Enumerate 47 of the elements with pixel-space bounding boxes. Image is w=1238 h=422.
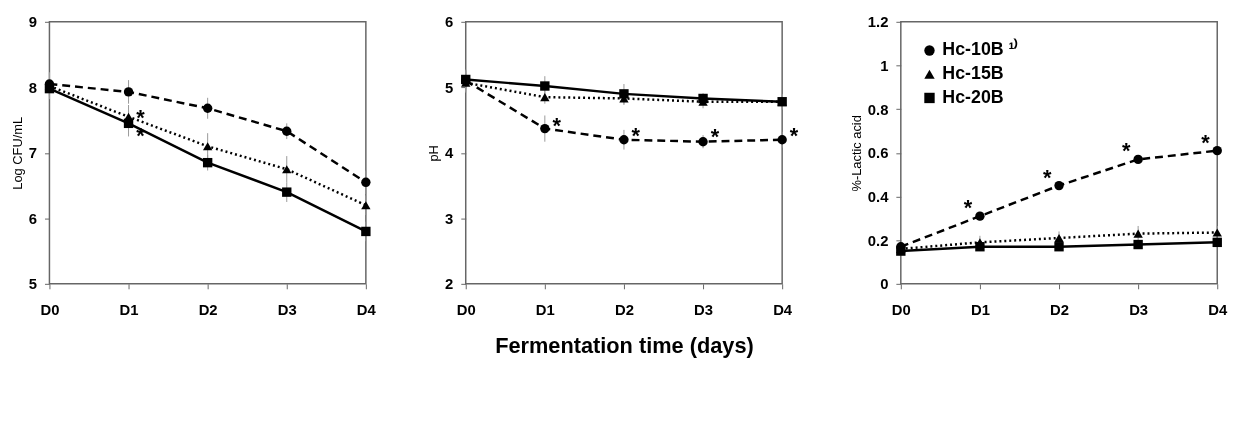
x-tick-label: D1	[535, 302, 555, 318]
annotation: *	[552, 112, 562, 138]
x-tick-label: D1	[970, 302, 990, 318]
x-tick-label: D0	[891, 302, 911, 318]
legend-label: Hc-10B ¹⁾	[942, 38, 1019, 60]
x-tick-label: D1	[119, 302, 139, 318]
x-tick-label: D4	[356, 302, 377, 318]
y-axis-title: %-Lactic acid	[848, 115, 864, 192]
y-tick-label: 4	[445, 145, 455, 162]
x-tick-label: D3	[1129, 302, 1149, 318]
y-tick-label: 9	[28, 14, 38, 31]
y-tick-label: 0.4	[867, 188, 890, 205]
y-axis-title: Log CFU/mL	[9, 116, 25, 190]
y-tick-label: 1.2	[867, 14, 889, 31]
y-tick-label: 3	[445, 210, 454, 227]
x-tick-label: D2	[198, 302, 218, 318]
y-axis-title: pH	[426, 145, 442, 162]
y-tick-label: 5	[28, 276, 38, 293]
y-tick-label: 7	[28, 145, 38, 162]
y-tick-label: 0	[880, 276, 889, 293]
annotation: *	[1122, 138, 1132, 164]
y-tick-label: 2	[445, 276, 454, 293]
annotation: *	[789, 122, 799, 148]
x-tick-label: D2	[614, 302, 634, 318]
annotation: *	[1042, 164, 1052, 190]
x-tick-label: D4	[1208, 302, 1228, 318]
x-axis-title: Fermentation time (days)	[495, 332, 754, 358]
y-tick-label: 6	[28, 210, 38, 227]
y-tick-label: 0.8	[867, 101, 889, 118]
legend-label: Hc-20B	[942, 86, 1004, 107]
y-tick-label: 5	[445, 79, 454, 96]
x-tick-label: D3	[277, 302, 297, 318]
x-tick-label: D4	[773, 302, 793, 318]
annotation: *	[1201, 129, 1211, 155]
y-tick-label: 0.6	[867, 145, 889, 162]
x-tick-label: D2	[1050, 302, 1069, 318]
y-tick-label: 1	[880, 57, 889, 74]
y-tick-label: 8	[28, 79, 38, 96]
annotation: *	[631, 122, 641, 148]
legend-label: Hc-15B	[942, 63, 1004, 84]
x-tick-label: D0	[456, 302, 476, 318]
annotation: *	[710, 124, 720, 150]
y-tick-label: 0.2	[867, 232, 889, 249]
x-tick-label: D3	[694, 302, 714, 318]
y-tick-label: 6	[445, 14, 454, 31]
annotation: *	[963, 195, 973, 221]
x-tick-label: D0	[40, 302, 60, 318]
